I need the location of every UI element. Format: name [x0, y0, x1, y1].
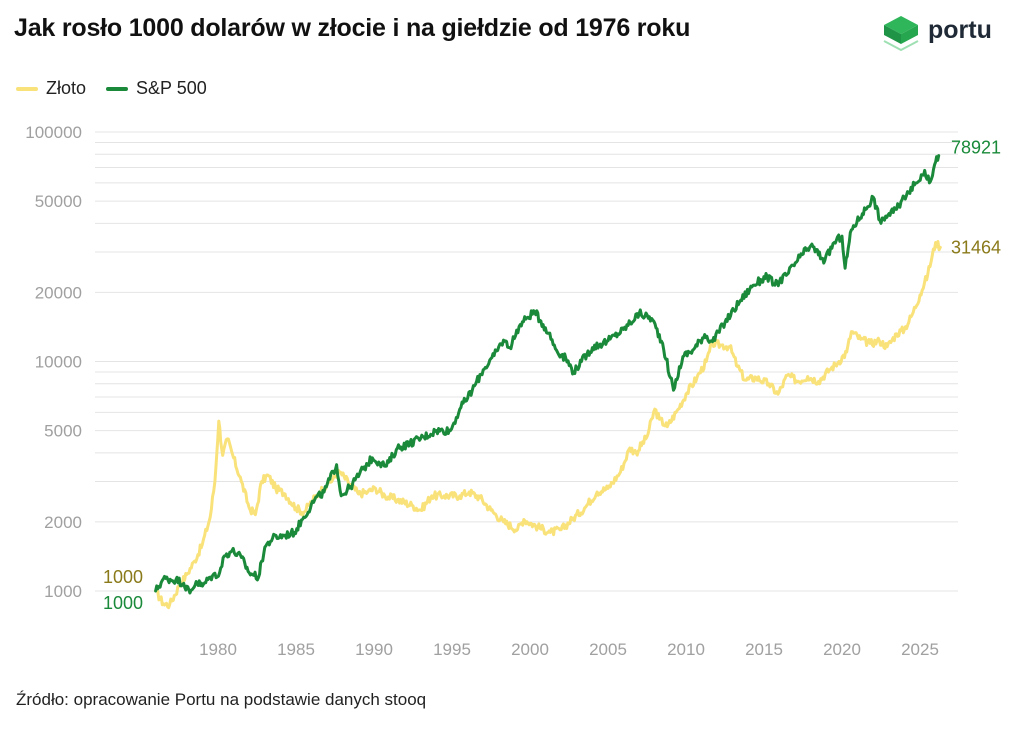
start-label-sp500: 1000 [103, 593, 143, 613]
x-tick-label: 2020 [823, 640, 861, 659]
end-label-sp500: 78921 [951, 138, 1001, 158]
x-tick-label: 2025 [901, 640, 939, 659]
y-tick-label: 2000 [44, 513, 82, 532]
source-note: Źródło: opracowanie Portu na podstawie d… [16, 690, 427, 709]
legend-swatch-sp500 [106, 86, 129, 91]
y-tick-label: 100000 [25, 123, 82, 142]
legend-item-sp500: S&P 500 [106, 78, 207, 99]
y-tick-label: 1000 [44, 582, 82, 601]
x-tick-label: 1990 [355, 640, 393, 659]
series-line-sp500 [154, 154, 941, 595]
x-tick-label: 2000 [511, 640, 549, 659]
legend-item-gold: Złoto [16, 78, 86, 99]
legend-label-sp500: S&P 500 [136, 78, 207, 98]
legend-swatch-gold [16, 86, 38, 91]
series-line-gold [154, 240, 942, 610]
line-chart: 1000 2000 5000 10000 20000 50000 100000 1980 198… [25, 123, 1001, 659]
y-tick-label: 5000 [44, 422, 82, 441]
start-label-gold: 1000 [103, 567, 143, 587]
x-tick-label: 2010 [667, 640, 705, 659]
x-tick-label: 1985 [277, 640, 315, 659]
y-tick-label: 50000 [35, 192, 82, 211]
x-tick-label: 1980 [199, 640, 237, 659]
portu-logo: portu [880, 14, 1010, 56]
x-tick-label: 2005 [589, 640, 627, 659]
x-tick-label: 1995 [433, 640, 471, 659]
chart-title: Jak rosło 1000 dolarów w złocie i na gie… [14, 14, 691, 42]
cube-logo-icon [883, 16, 919, 52]
x-tick-label: 2015 [745, 640, 783, 659]
y-tick-label: 10000 [35, 353, 82, 372]
chart-legend: Złoto S&P 500 [16, 78, 227, 99]
logo-text: portu [928, 16, 992, 44]
y-tick-label: 20000 [35, 283, 82, 302]
end-label-gold: 31464 [951, 237, 1001, 257]
legend-label-gold: Złoto [46, 78, 87, 98]
